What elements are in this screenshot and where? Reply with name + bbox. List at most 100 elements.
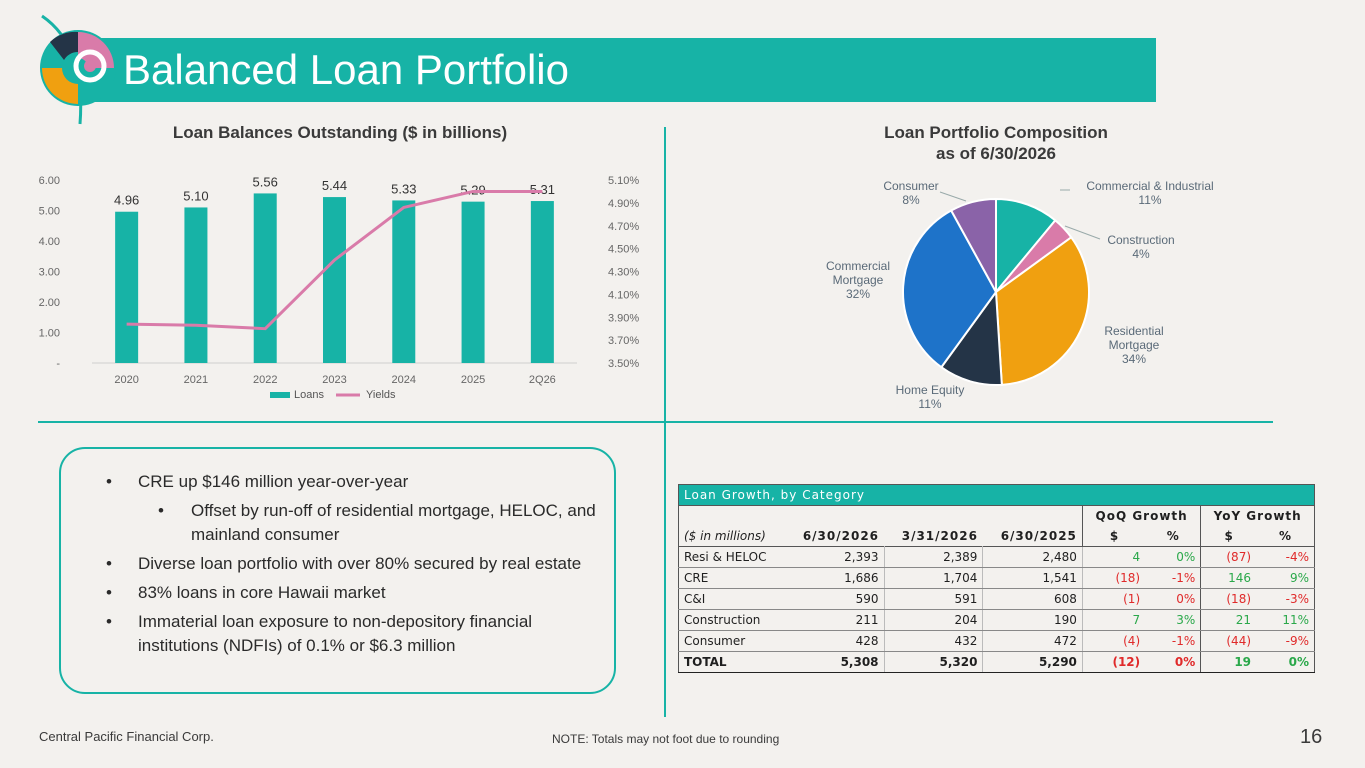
cell-name: TOTAL [678,651,786,673]
cell-yd: (87) [1200,546,1257,568]
cell-qp: 3% [1145,609,1201,631]
bullet-dot-icon: • [106,554,112,573]
bar-data-label: 5.10 [183,188,208,203]
y-left-tick-label: - [56,358,60,370]
pie-slice-label: Residential Mortgage 34% [1104,324,1163,366]
cell-yp: -4% [1256,546,1316,568]
bullet-dot-icon: • [106,612,112,631]
cell-name: CRE [678,567,786,589]
pie-leader-line [1064,225,1101,240]
cell-d2: 432 [884,630,984,652]
cell-qd: (4) [1081,630,1146,652]
bullet-item: • Immaterial loan exposure to non-deposit… [106,610,606,658]
cell-d2: 204 [884,609,984,631]
y-right-tick-label: 4.10% [608,289,639,301]
bar-loans [392,200,416,363]
bullet-text: Offset by run-off of residential mortgag… [191,501,596,544]
table-group-header: QoQ Growth YoY Growth [678,505,1315,526]
pie-slice-label: Commercial & Industrial 11% [1086,179,1213,207]
x-tick-label: 2022 [253,374,277,386]
cell-d1: 1,686 [785,567,885,589]
y-right-tick-label: 4.50% [608,244,639,256]
pie-slice-label: Construction 4% [1107,233,1174,261]
legend-label-loans: Loans [294,389,324,401]
cell-name: Resi & HELOC [678,546,786,568]
x-tick-label: 2023 [322,374,346,386]
line-yields [126,189,543,331]
table-row: C&I 590 591 608 (1) 0% (18) -3% [678,588,1316,610]
table-total-row: TOTAL 5,308 5,320 5,290 (12) 0% 19 0% [678,651,1316,673]
cell-yp: 9% [1256,567,1316,589]
cell-yd: (18) [1200,588,1257,610]
col-yoy-pct: % [1256,526,1316,547]
cell-d3: 472 [982,630,1083,652]
x-tick-label: 2021 [184,374,208,386]
cell-d3: 608 [982,588,1083,610]
pie-slice-label: Commercial Mortgage 32% [826,259,890,301]
bullet-item: • CRE up $146 million year-over-year [106,470,606,494]
y-left-tick-label: 3.00 [39,267,60,279]
col-date-1: 6/30/2026 [802,529,880,543]
cell-yd: 146 [1200,567,1257,589]
bar-loans [530,201,554,363]
bullet-text: CRE up $146 million year-over-year [138,472,409,491]
bullet-text: Immaterial loan exposure to non-deposito… [138,612,533,655]
x-tick-label: 2025 [461,374,485,386]
cell-qp: 0% [1145,651,1201,673]
bullet-list: • CRE up $146 million year-over-year • Off… [106,470,606,663]
pie-slice-label: Consumer 8% [883,179,938,207]
bullet-item: • Diverse loan portfolio with over 80% se… [106,552,606,576]
cell-d1: 428 [785,630,885,652]
bullet-dot-icon: • [158,501,164,520]
cell-qp: 0% [1145,588,1201,610]
table-row: Consumer 428 432 472 (4) -1% (44) -9% [678,630,1316,652]
bullet-dot-icon: • [106,583,112,602]
pie-slice-label: Home Equity 11% [896,383,965,411]
cell-qp: 0% [1145,546,1201,568]
pie-slice [994,235,1090,386]
bar-data-label: 5.56 [253,174,278,189]
y-right-tick-label: 3.50% [608,358,639,370]
bar-loans [461,201,485,363]
cell-d3: 2,480 [982,546,1083,568]
cell-d2: 1,704 [884,567,984,589]
bar-data-label: 5.33 [391,181,416,196]
table-column-header: ($ in millions) 6/30/2026 3/31/2026 6/30… [678,526,1316,547]
x-tick-label: 2Q26 [529,374,556,386]
loan-composition-pie: Commercial & Industrial 11% Construction 4%… [826,179,1214,411]
table-row: CRE 1,686 1,704 1,541 (18) -1% 146 9% [678,567,1316,589]
legend-swatch-loans [270,392,290,398]
bullet-item: • 83% loans in core Hawaii market [106,581,606,605]
slide-title: Balanced Loan Portfolio [123,46,569,93]
y-left-tick-label: 1.00 [39,328,60,340]
loan-balances-chart: - 1.00 2.00 3.00 4.00 5.00 6.00 3.50% 3.70% 3.90%… [39,174,640,401]
cell-d2: 591 [884,588,984,610]
cell-qd: 4 [1081,546,1146,568]
cell-yp: -9% [1256,630,1316,652]
callout-box [59,447,616,694]
cell-d3: 190 [982,609,1083,631]
col-date-3: 6/30/2025 [1000,529,1077,543]
y-left-tick-label: 6.00 [39,175,60,187]
company-logo-icon [40,14,116,125]
table-row: Construction 211 204 190 7 3% 21 11% [678,609,1316,631]
y-right-tick-label: 3.90% [608,312,639,324]
footer-company: Central Pacific Financial Corp. [39,729,214,744]
pie-slice [902,209,998,369]
cell-yp: 0% [1256,651,1316,673]
pie-title-line2: as of 6/30/2026 [935,144,1057,163]
cell-d1: 590 [785,588,885,610]
cell-qp: -1% [1145,567,1201,589]
cell-yp: 11% [1256,609,1316,631]
bar-data-label: 4.96 [114,193,139,208]
pie-chart-title: Loan Portfolio Composition as of 6/30/20… [840,122,1152,164]
table-caption-row: Loan Growth, by Category [678,484,1315,506]
table-row: Resi & HELOC 2,393 2,389 2,480 4 0% (87) -4% [678,546,1316,568]
y-right-tick-label: 3.70% [608,335,639,347]
bullet-dot-icon: • [106,472,112,491]
cell-qd: (12) [1081,651,1146,673]
cell-d3: 1,541 [982,567,1083,589]
pie-leader-line [939,191,967,202]
bar-loans [184,207,208,363]
col-qoq-pct: % [1166,529,1179,543]
